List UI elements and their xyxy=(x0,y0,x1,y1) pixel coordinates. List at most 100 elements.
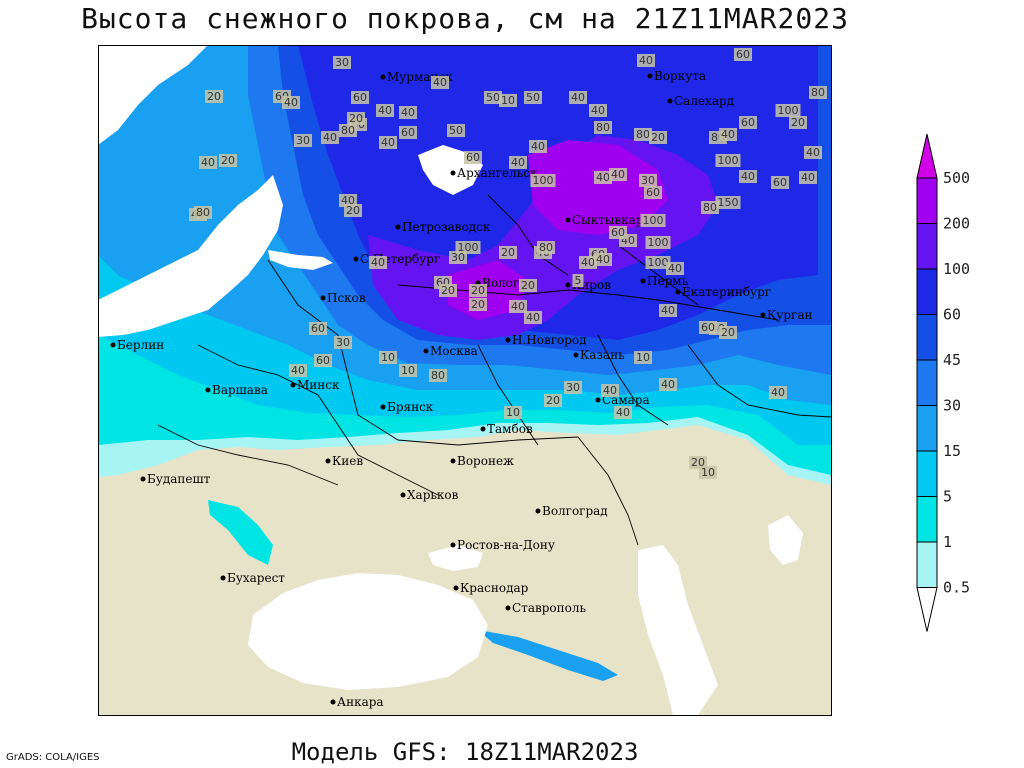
contour-label-text: 100 xyxy=(648,256,669,269)
contour-label-box xyxy=(399,364,417,377)
contour-value-label: 20 xyxy=(689,456,707,469)
city-dot xyxy=(330,699,336,705)
carpathian-snow xyxy=(208,500,273,565)
contour-value-label: 30 xyxy=(333,56,351,69)
contour-label-text: 40 xyxy=(741,170,755,183)
contour-value-label: 30 xyxy=(334,336,352,349)
contour-label-text: 40 xyxy=(581,256,595,269)
contour-label-text: 40 xyxy=(596,253,610,266)
contour-label-text: 20 xyxy=(501,246,515,259)
contour-value-label: 60 xyxy=(734,48,752,61)
contour-label-box xyxy=(649,131,667,144)
contour-value-label: 20 xyxy=(469,284,487,297)
contour-label-text: 10 xyxy=(401,364,415,377)
contour-label-text: 60 xyxy=(701,321,715,334)
contour-value-label: 50 xyxy=(447,124,465,137)
contour-value-label: 30 xyxy=(564,381,582,394)
contour-label-text: 40 xyxy=(596,171,610,184)
contour-value-label: 60 xyxy=(309,322,327,335)
contour-label-box xyxy=(379,136,397,149)
legend-swatch xyxy=(916,314,938,361)
contour-label-box xyxy=(334,336,352,349)
contour-label-box xyxy=(594,253,612,266)
contour-label-text: 40 xyxy=(371,256,385,269)
contour-value-label: 40 xyxy=(321,131,339,144)
legend-swatch xyxy=(916,541,938,588)
contour-label-box xyxy=(601,384,619,397)
contour-label-text: 10 xyxy=(506,406,520,419)
city-marker: Минск xyxy=(290,378,340,392)
contour-label-text: 10 xyxy=(381,351,395,364)
contour-label-box xyxy=(544,394,562,407)
contour-label-text: 20 xyxy=(207,90,221,103)
contour-label-text: 50 xyxy=(486,91,500,104)
contour-label-text: 40 xyxy=(291,364,305,377)
contour-label-box xyxy=(799,171,817,184)
city-marker: Тамбов xyxy=(480,422,533,436)
contour-label-box xyxy=(594,121,612,134)
city-marker: Курган xyxy=(760,308,812,322)
city-label: Москва xyxy=(430,344,478,358)
contour-value-label: 80 xyxy=(809,86,827,99)
contour-label-box xyxy=(429,369,447,382)
legend-tick-label: 200 xyxy=(943,215,970,233)
contour-label-text: 80 xyxy=(539,241,553,254)
city-label: Тамбов xyxy=(487,422,533,436)
contour-label-text: 60 xyxy=(311,322,325,335)
contour-label-text: 20 xyxy=(471,298,485,311)
contour-value-label: 40 xyxy=(282,96,300,109)
contour-label-text: 40 xyxy=(526,311,540,324)
contour-value-label: 60 xyxy=(644,186,662,199)
contour-label-box xyxy=(614,406,632,419)
city-marker: Волгоград xyxy=(535,504,608,518)
city-marker: Петрозаводск xyxy=(395,220,491,234)
legend-swatch xyxy=(916,268,938,315)
contour-value-label: 100 xyxy=(715,154,741,167)
city-dot xyxy=(140,476,146,482)
legend-tick-label: 45 xyxy=(943,351,961,369)
contour-label-box xyxy=(399,106,417,119)
contour-label-box xyxy=(572,274,584,287)
city-label: Минск xyxy=(297,378,340,392)
city-marker: С.Петербург xyxy=(353,252,440,266)
contour-label-box xyxy=(530,174,556,187)
contour-label-text: 40 xyxy=(378,104,392,117)
contour-label-box xyxy=(464,151,482,164)
contour-label-box xyxy=(537,241,555,254)
contour-value-label: 40 xyxy=(769,386,787,399)
contour-value-label: 100 xyxy=(645,256,671,269)
contour-value-label: 20 xyxy=(649,131,667,144)
contour-label-text: 40 xyxy=(201,156,215,169)
contour-label-box xyxy=(589,104,607,117)
contour-label-box xyxy=(439,284,457,297)
contour-value-label: 10 xyxy=(634,351,652,364)
city-marker: Воркута xyxy=(647,69,706,83)
contour-value-label: 5 xyxy=(572,274,584,287)
contour-label-text: 60 xyxy=(611,226,625,239)
contour-value-label: 100 xyxy=(530,174,556,187)
legend-arrow-top xyxy=(916,133,938,179)
contour-label-box xyxy=(804,146,822,159)
contour-label-box xyxy=(569,91,587,104)
contour-label-box xyxy=(789,116,807,129)
baltic-sea xyxy=(98,175,283,337)
legend-tick-label: 1 xyxy=(943,533,952,551)
contour-value-label: 40 xyxy=(594,171,612,184)
contour-label-box xyxy=(282,96,300,109)
city-label: Казань xyxy=(580,348,625,362)
legend-swatch xyxy=(916,223,938,270)
city-label: Н.Новгород xyxy=(512,333,587,347)
contour-value-label: 40 xyxy=(589,104,607,117)
contour-value-label: 30 xyxy=(294,134,312,147)
contour-value-label: 40 xyxy=(569,91,587,104)
contour-label-text: 60 xyxy=(401,126,415,139)
contour-value-label: 100 xyxy=(645,236,671,249)
contour-label-text: 100 xyxy=(643,214,664,227)
contour-value-label: 20 xyxy=(544,394,562,407)
contour-label-text: 20 xyxy=(546,394,560,407)
map-frame xyxy=(98,45,832,716)
contour-value-label: 40 xyxy=(579,256,597,269)
contour-value-label: 20 xyxy=(519,279,537,292)
contour-label-text: 20 xyxy=(441,284,455,297)
contour-label-text: 30 xyxy=(641,174,655,187)
